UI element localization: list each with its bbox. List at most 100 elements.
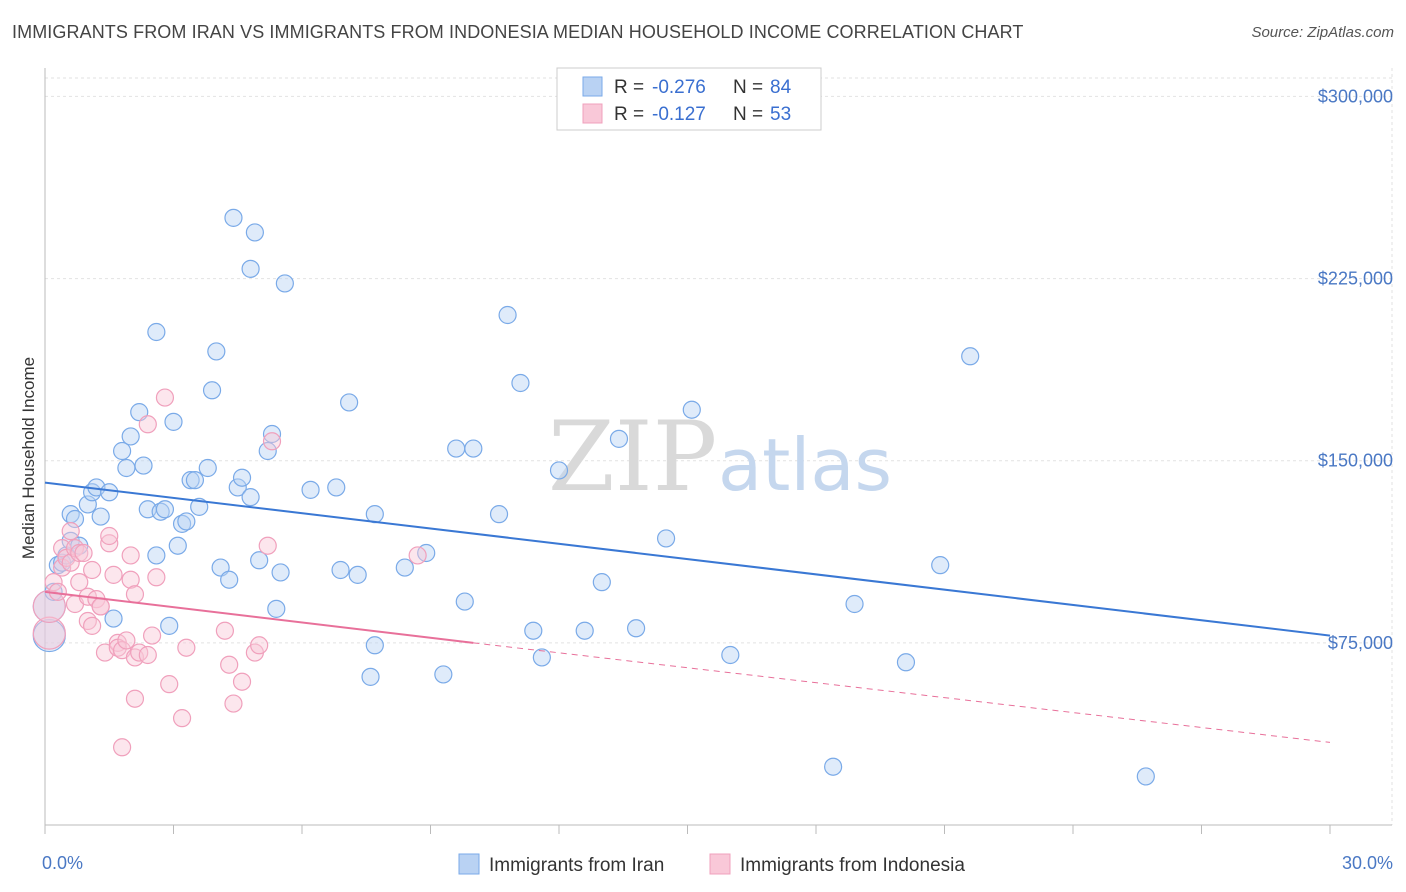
iran-point-76 (682, 400, 701, 419)
iran-point-39 (224, 208, 243, 227)
indonesia-point-5 (53, 539, 72, 558)
iran-point-80 (896, 653, 916, 672)
iran-point-30 (177, 512, 196, 531)
indonesia-point-35 (125, 689, 145, 708)
iran-point-47 (262, 424, 282, 444)
iran-point-10 (78, 495, 97, 514)
iran-point-75 (656, 529, 676, 548)
iran-point-55 (348, 565, 367, 584)
iran-point-71 (575, 621, 594, 640)
x-tick-label-1: 30.0% (1342, 853, 1393, 873)
iran-point-58 (365, 636, 384, 655)
indonesia-point-7 (61, 522, 80, 541)
indonesia-point-43 (177, 638, 196, 657)
indonesia-point-51 (408, 546, 427, 565)
iran-point-63 (455, 592, 474, 611)
iran-point-22 (147, 546, 166, 565)
iran-point-40 (228, 478, 247, 497)
iran-point-68 (524, 621, 543, 640)
axes (44, 68, 1392, 834)
iran-point-61 (434, 665, 453, 684)
legend-n-label-iran: N = (733, 77, 763, 98)
y-tick-labels: $75,000 $150,000 $225,000 $300,000 (1318, 86, 1393, 652)
indonesia-point-2 (44, 573, 63, 592)
indonesia-point-16 (83, 616, 102, 635)
indonesia-point-0 (32, 616, 66, 650)
iran-point-62 (447, 439, 466, 458)
iran-point-15 (104, 609, 123, 628)
iran-point-82 (961, 347, 980, 366)
series-indonesia-points (32, 388, 427, 757)
iran-point-9 (65, 509, 85, 529)
iran-point-31 (181, 471, 200, 490)
indonesia-point-42 (172, 709, 192, 728)
iran-point-56 (361, 667, 380, 686)
iran-point-52 (327, 478, 346, 497)
legend-swatch-indonesia (582, 103, 603, 124)
indonesia-point-52 (250, 636, 269, 655)
iran-point-33 (190, 497, 209, 516)
indonesia-point-20 (91, 597, 110, 616)
legend-n-label-indonesia: N = (733, 104, 763, 125)
indonesia-point-50 (262, 432, 282, 451)
legend-r-label-iran: R = (614, 77, 644, 98)
iran-point-65 (489, 505, 509, 524)
iran-point-69 (532, 648, 551, 667)
indonesia-point-40 (155, 388, 175, 407)
bottom-legend-label-iran: Immigrants from Iran (489, 855, 664, 876)
trend-line-indonesia-extension (473, 642, 1331, 743)
iran-point-77 (721, 645, 740, 665)
iran-point-70 (549, 461, 569, 480)
iran-point-45 (250, 551, 269, 570)
iran-point-50 (275, 274, 294, 293)
indonesia-point-11 (70, 573, 89, 592)
iran-point-73 (609, 429, 629, 448)
iran-point-36 (207, 342, 226, 361)
iran-point-79 (845, 594, 864, 614)
y-tick-label-3: $300,000 (1318, 86, 1393, 106)
iran-point-28 (168, 536, 187, 555)
indonesia-point-28 (112, 738, 132, 757)
indonesia-point-44 (215, 621, 234, 640)
iran-point-78 (824, 757, 843, 776)
trend-line-indonesia (44, 590, 474, 644)
x-tick-labels: 0.0% 30.0% (42, 853, 1393, 873)
indonesia-point-13 (74, 543, 93, 563)
indonesia-point-39 (147, 568, 166, 587)
iran-point-25 (155, 500, 175, 519)
iran-point-34 (198, 458, 217, 478)
indonesia-point-31 (121, 570, 140, 589)
indonesia-point-45 (220, 655, 239, 674)
iran-point-20 (134, 456, 153, 475)
iran-point-83 (1136, 767, 1155, 786)
indonesia-point-12 (70, 543, 89, 563)
y-tick-label-0: $75,000 (1328, 633, 1393, 653)
y-tick-label-1: $150,000 (1318, 451, 1393, 471)
iran-point-44 (241, 259, 260, 278)
watermark-atlas: atlas (718, 423, 892, 507)
source-note: Source: ZipAtlas.com (1251, 24, 1394, 41)
iran-point-49 (271, 563, 290, 582)
indonesia-point-4 (53, 558, 72, 577)
iran-point-13 (100, 483, 119, 502)
legend-r-label-indonesia: R = (614, 104, 644, 125)
legend-n-value-indonesia: 53 (770, 104, 791, 125)
trend-lines (44, 481, 1331, 743)
y-axis-title: Median Household Income (19, 357, 38, 559)
iran-point-64 (464, 439, 483, 458)
iran-point-27 (164, 412, 183, 431)
indonesia-point-29 (117, 631, 136, 650)
indonesia-point-22 (100, 534, 119, 553)
iran-point-43 (245, 223, 264, 242)
indonesia-point-36 (138, 645, 157, 665)
trend-line-iran (44, 481, 1331, 637)
iran-point-17 (117, 458, 136, 478)
legend-r-value-indonesia: -0.127 (652, 104, 706, 125)
iran-point-14 (91, 507, 110, 526)
iran-point-59 (395, 558, 414, 577)
indonesia-point-17 (83, 560, 102, 580)
iran-point-54 (340, 393, 359, 412)
top-legend: R = -0.276 N = 84 R = -0.127 N = 53 (556, 67, 822, 131)
x-tick-label-0: 0.0% (42, 853, 83, 873)
